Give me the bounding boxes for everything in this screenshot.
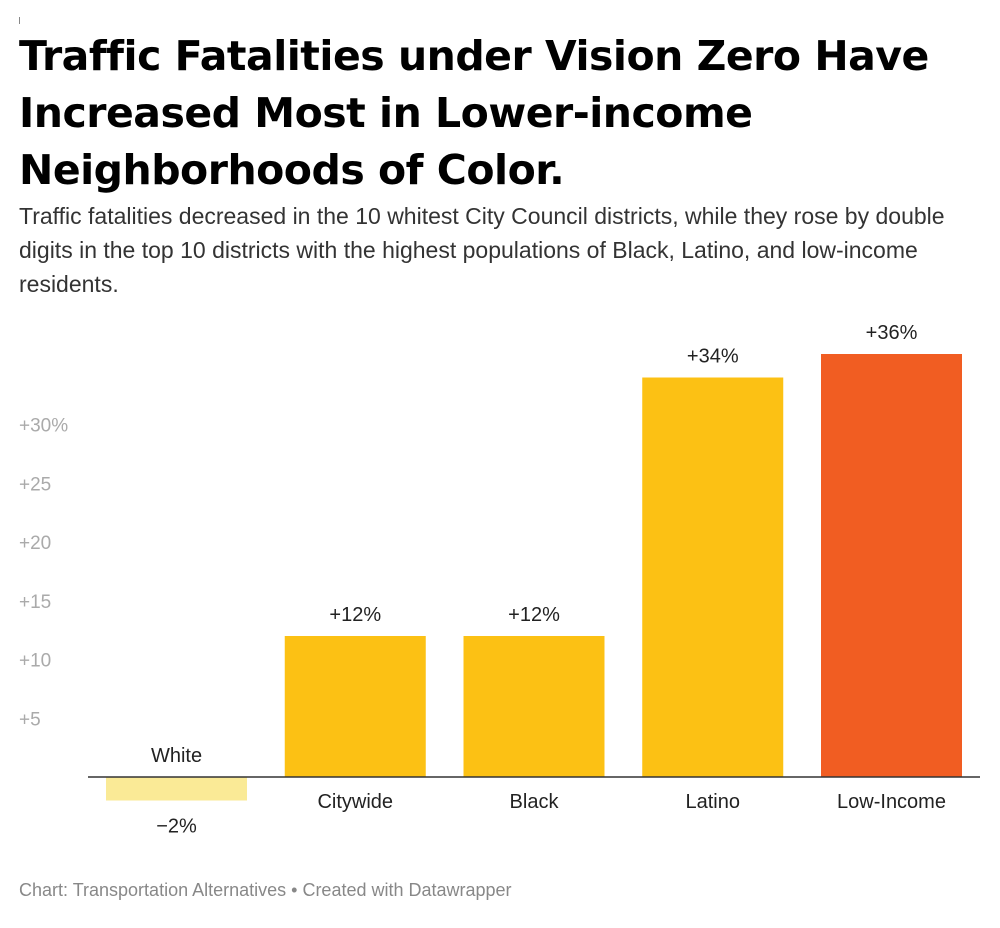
category-label: Citywide <box>317 791 393 813</box>
y-tick-label: +25 <box>19 474 51 495</box>
bars <box>106 354 962 801</box>
value-label: +36% <box>866 322 918 344</box>
y-tick-label: +20 <box>19 533 51 554</box>
bar-low-income <box>821 354 962 777</box>
value-label: +34% <box>687 346 739 368</box>
chart-footer: Chart: Transportation Alternatives • Cre… <box>19 880 512 900</box>
value-label: +12% <box>329 604 381 626</box>
y-tick-label: +15 <box>19 592 51 613</box>
chart-title: Traffic Fatalities under Vision Zero Hav… <box>19 32 929 194</box>
chart-subtitle: Traffic fatalities decreased in the 10 w… <box>19 203 945 297</box>
y-tick-label: +5 <box>19 709 41 730</box>
value-label: −2% <box>156 816 197 838</box>
corner-mark <box>19 17 20 24</box>
category-label: Latino <box>686 791 741 813</box>
category-label: Low-Income <box>837 791 946 813</box>
bar-latino <box>642 377 784 777</box>
y-axis: +5 +10 +15 +20 +25 +30% <box>19 416 68 731</box>
bar-white <box>106 777 247 801</box>
y-tick-label: +10 <box>19 651 51 672</box>
category-label: White <box>151 745 202 767</box>
bar-labels: White −2% Citywide +12% Black +12% Latino +34% L… <box>151 322 946 838</box>
y-tick-label: +30% <box>19 416 68 437</box>
bar-citywide <box>284 636 426 777</box>
category-label: Black <box>510 791 560 813</box>
value-label: +12% <box>508 604 560 626</box>
bar-black <box>463 636 605 777</box>
